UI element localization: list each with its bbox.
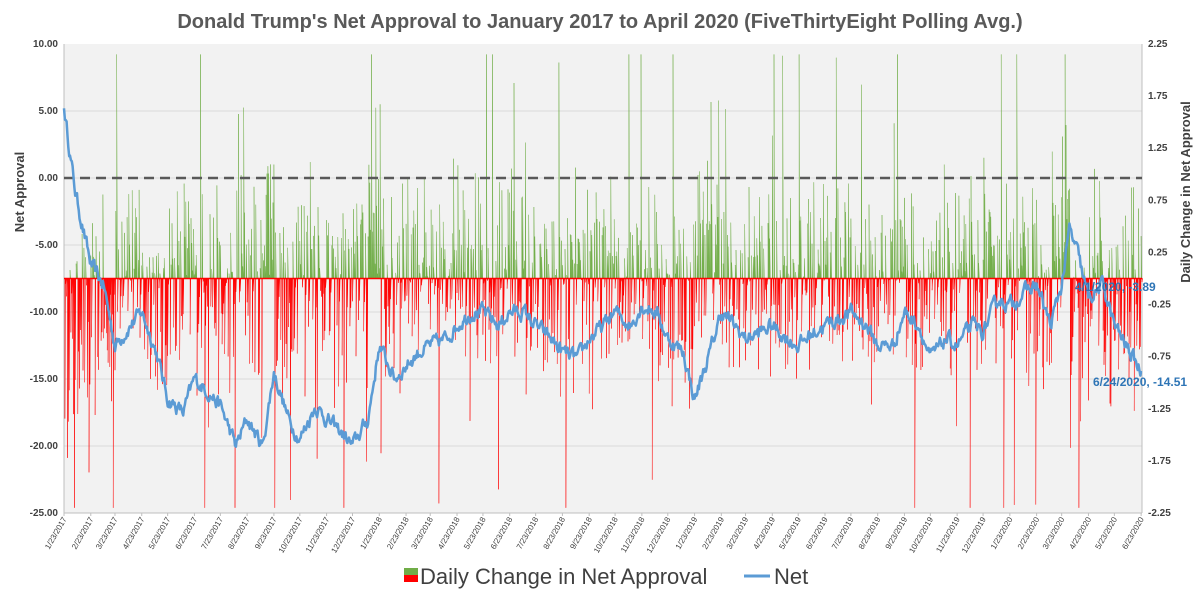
right-axis-ticks: 2.25 1.75 1.25 0.75 0.25 -0.25 -0.75 -1.25 -1.75… xyxy=(1148,39,1171,519)
right-axis-title: Daily Change in Net Approval xyxy=(1178,101,1193,283)
left-tick-label: -20.00 xyxy=(30,441,59,452)
right-tick-label: -0.25 xyxy=(1148,300,1171,311)
x-tick-label: 5/23/2020 xyxy=(1094,515,1120,551)
left-tick-label: 10.00 xyxy=(33,39,58,50)
x-tick-label: 4/23/2019 xyxy=(751,515,777,551)
right-tick-label: -0.75 xyxy=(1148,352,1171,363)
x-tick-label: 1/23/2020 xyxy=(989,515,1015,551)
x-tick-label: 12/23/2017 xyxy=(329,515,357,555)
x-tick-label: 8/23/2017 xyxy=(226,515,252,551)
right-tick-label: -2.25 xyxy=(1148,508,1171,519)
x-tick-label: 3/23/2018 xyxy=(409,515,435,551)
x-tick-label: 2/23/2018 xyxy=(385,515,411,551)
x-tick-label: 2/23/2020 xyxy=(1016,515,1042,551)
daily-change-positive-area xyxy=(64,54,1142,279)
annotation-latest: 6/24/2020, -14.51 xyxy=(1093,375,1187,389)
left-tick-label: -10.00 xyxy=(30,307,59,318)
x-tick-label: 6/23/2020 xyxy=(1120,515,1146,551)
daily-change-negative-area xyxy=(64,278,1143,508)
x-tick-label: 8/23/2018 xyxy=(542,515,568,551)
x-tick-label: 11/23/2019 xyxy=(934,515,962,554)
right-tick-label: 1.75 xyxy=(1148,91,1168,102)
legend-swatch-negative xyxy=(404,575,418,582)
left-axis-title: Net Approval xyxy=(12,152,27,232)
x-tick-label: 1/23/2017 xyxy=(43,515,69,551)
legend: Daily Change in Net Approval Net xyxy=(404,564,808,589)
left-tick-label: -5.00 xyxy=(35,240,58,251)
legend-label-daily-change: Daily Change in Net Approval xyxy=(420,564,707,589)
x-tick-label: 6/23/2019 xyxy=(804,515,830,551)
x-tick-label: 12/23/2018 xyxy=(645,515,673,555)
chart-title: Donald Trump's Net Approval to January 2… xyxy=(177,11,1022,33)
x-tick-label: 10/23/2019 xyxy=(907,515,935,555)
left-tick-label: -15.00 xyxy=(30,374,59,385)
right-tick-label: 2.25 xyxy=(1148,39,1168,50)
x-tick-label: 11/23/2017 xyxy=(304,515,332,554)
annotations: 4/1/2020, -3.89 6/24/2020, -14.51 xyxy=(1075,280,1187,389)
x-tick-label: 7/23/2019 xyxy=(830,515,856,551)
x-tick-label: 10/23/2018 xyxy=(592,515,620,555)
net-line xyxy=(62,108,1143,448)
x-tick-label: 1/23/2019 xyxy=(674,515,700,551)
x-tick-label: 9/23/2017 xyxy=(253,515,279,551)
x-tick-label: 2/23/2019 xyxy=(700,515,726,551)
legend-swatch-positive xyxy=(404,568,418,575)
x-tick-label: 11/23/2018 xyxy=(619,515,647,554)
x-tick-label: 6/23/2017 xyxy=(174,515,200,551)
x-tick-label: 5/23/2019 xyxy=(777,515,803,551)
left-axis-ticks: 10.00 5.00 0.00 -5.00 -10.00 -15.00 -20.00 -25.… xyxy=(30,39,59,519)
x-tick-label: 2/23/2017 xyxy=(70,515,96,551)
x-tick-label: 7/23/2017 xyxy=(199,515,225,551)
right-tick-label: 1.25 xyxy=(1148,143,1168,154)
left-tick-label: 5.00 xyxy=(39,106,59,117)
x-tick-label: 7/23/2018 xyxy=(515,515,541,551)
x-tick-label: 8/23/2019 xyxy=(857,515,883,551)
right-tick-label: -1.25 xyxy=(1148,404,1171,415)
x-tick-label: 4/23/2017 xyxy=(121,515,147,551)
x-tick-label: 9/23/2019 xyxy=(884,515,910,551)
left-tick-label: -25.00 xyxy=(30,508,59,519)
daily-change-bars xyxy=(64,54,1143,508)
x-tick-label: 9/23/2018 xyxy=(568,515,594,551)
x-tick-label: 3/23/2020 xyxy=(1041,515,1067,551)
x-tick-label: 12/23/2019 xyxy=(960,515,988,555)
x-tick-label: 6/23/2018 xyxy=(489,515,515,551)
right-tick-label: -1.75 xyxy=(1148,456,1171,467)
x-tick-label: 4/23/2018 xyxy=(436,515,462,551)
annotation-peak: 4/1/2020, -3.89 xyxy=(1075,280,1156,294)
x-tick-label: 4/23/2020 xyxy=(1068,515,1094,551)
x-tick-label: 10/23/2017 xyxy=(277,515,305,555)
x-tick-label: 3/23/2017 xyxy=(94,515,120,551)
legend-label-net: Net xyxy=(774,564,808,589)
right-tick-label: 0.75 xyxy=(1148,195,1168,206)
right-tick-label: 0.25 xyxy=(1148,247,1168,258)
x-tick-label: 5/23/2017 xyxy=(147,515,173,551)
x-tick-label: 3/23/2019 xyxy=(725,515,751,551)
x-tick-label: 5/23/2018 xyxy=(462,515,488,551)
net-series xyxy=(62,108,1143,448)
left-tick-label: 0.00 xyxy=(39,173,59,184)
x-tick-label: 1/23/2018 xyxy=(358,515,384,551)
